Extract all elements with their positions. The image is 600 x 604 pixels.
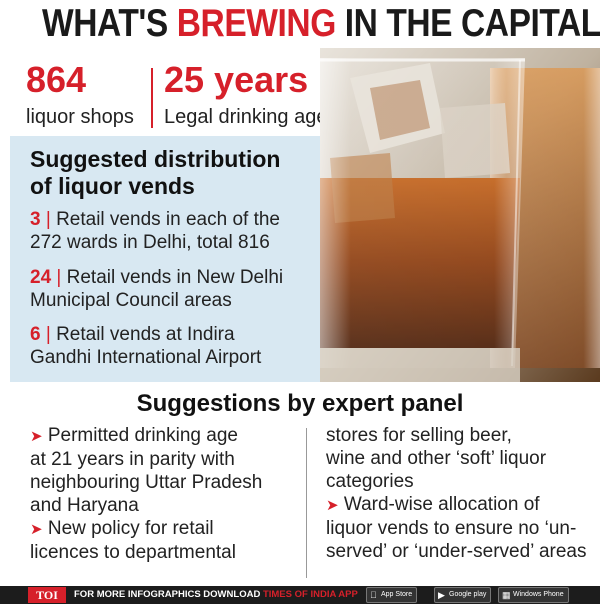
headline-highlight: BREWING bbox=[176, 2, 337, 45]
item-line2: 272 wards in Delhi, total 816 bbox=[30, 232, 270, 253]
windows-phone-badge[interactable]: ▦ Windows Phone bbox=[498, 587, 569, 603]
panel-left-line: at 21 years in parity with bbox=[30, 449, 235, 470]
distribution-title: Suggested distribution of liquor vends bbox=[30, 146, 280, 200]
panel-right-line: categories bbox=[326, 471, 414, 492]
panel-right-line: wine and other ‘soft’ liquor bbox=[326, 448, 547, 469]
google-play-badge[interactable]: ▶ Google play bbox=[434, 587, 492, 603]
windows-icon: ▦ bbox=[502, 590, 511, 600]
panel-title: Suggestions by expert panel bbox=[136, 390, 464, 417]
headline-part2: IN THE CAPITAL bbox=[335, 2, 600, 45]
stat-age-number: 25 years bbox=[164, 59, 309, 100]
distribution-item: 6 | Retail vends at Indira Gandhi Intern… bbox=[30, 323, 320, 369]
stat-shops-number: 864 bbox=[26, 59, 87, 100]
footer-text: FOR MORE INFOGRAPHICS DOWNLOAD TIMES OF … bbox=[74, 589, 358, 600]
panel-divider bbox=[306, 428, 307, 578]
toi-logo: TOI bbox=[28, 587, 66, 603]
footer-bar: TOI FOR MORE INFOGRAPHICS DOWNLOAD TIMES… bbox=[0, 586, 600, 604]
footer-app-name: TIMES OF INDIA APP bbox=[262, 589, 358, 600]
arrow-icon: ➤ bbox=[30, 521, 43, 538]
item-line1: Retail vends in New Delhi bbox=[66, 267, 284, 288]
panel-left-line: licences to departmental bbox=[30, 542, 236, 563]
panel-left-line: ➤ Permitted drinking age bbox=[30, 425, 238, 446]
item-number: 3 bbox=[30, 209, 41, 230]
play-icon: ▶ bbox=[438, 590, 445, 600]
stats-box: 864 liquor shops 25 years Legal drinking… bbox=[10, 54, 327, 136]
item-line1: Retail vends in each of the bbox=[56, 209, 280, 230]
headline-part1: WHAT'S bbox=[42, 2, 177, 45]
distribution-panel: Suggested distribution of liquor vends 3… bbox=[10, 136, 320, 382]
panel-left-line: neighbouring Uttar Pradesh bbox=[30, 472, 263, 493]
footer-promo: FOR MORE INFOGRAPHICS DOWNLOAD bbox=[74, 589, 263, 600]
distribution-title-line1: Suggested distribution bbox=[30, 146, 281, 172]
item-number: 6 bbox=[30, 324, 41, 345]
panel-right-line: ➤ Ward-wise allocation of bbox=[326, 494, 540, 515]
distribution-item: 24 | Retail vends in New Delhi Municipal… bbox=[30, 266, 320, 312]
item-line2: Municipal Council areas bbox=[30, 290, 232, 311]
item-line2: Gandhi International Airport bbox=[30, 347, 262, 368]
arrow-icon: ➤ bbox=[30, 428, 43, 445]
arrow-icon: ➤ bbox=[326, 497, 339, 514]
whisky-glass-illustration bbox=[320, 48, 600, 382]
stats-divider bbox=[151, 68, 153, 128]
headline: WHAT'S BREWING IN THE CAPITAL bbox=[42, 0, 600, 48]
panel-left-column: ➤ Permitted drinking age at 21 years in … bbox=[30, 424, 262, 564]
stat-age-label: Legal drinking age bbox=[164, 106, 328, 128]
item-number: 24 bbox=[30, 267, 52, 288]
panel-right-line: served’ or ‘under-served’ areas bbox=[326, 541, 587, 562]
panel-right-line: liquor vends to ensure no ‘un- bbox=[326, 518, 577, 539]
panel-left-line: ➤ New policy for retail bbox=[30, 518, 214, 539]
panel-right-column: stores for selling beer, wine and other … bbox=[326, 424, 587, 563]
panel-left-line: and Haryana bbox=[30, 495, 139, 516]
stat-shops-label: liquor shops bbox=[26, 106, 134, 128]
item-line1: Retail vends at Indira bbox=[56, 324, 235, 345]
distribution-item: 3 | Retail vends in each of the 272 ward… bbox=[30, 208, 320, 254]
panel-right-line: stores for selling beer, bbox=[326, 425, 512, 446]
whisky-glass-photo bbox=[320, 48, 600, 382]
app-store-badge[interactable]: App Store bbox=[366, 587, 418, 603]
apple-icon:  bbox=[370, 590, 377, 600]
distribution-title-line2: of liquor vends bbox=[30, 173, 195, 199]
